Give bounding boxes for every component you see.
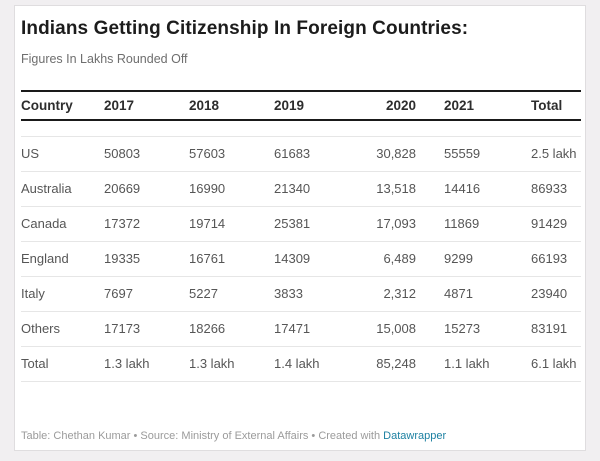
attribution-created-separator: • Created with: [308, 430, 384, 442]
table-card: Indians Getting Citizenship In Foreign C…: [14, 5, 586, 451]
header-spacer-row: [21, 120, 581, 136]
value-cell: 14416: [426, 170, 531, 206]
value-cell: 17372: [104, 205, 189, 241]
value-cell: 66193: [531, 240, 581, 276]
attribution-author: Chethan Kumar: [53, 430, 131, 442]
value-cell: 6.1 lakh: [531, 345, 581, 382]
value-cell: 85,248: [359, 345, 426, 382]
column-header: Country: [21, 90, 104, 121]
table-row: Total 1.3 lakh 1.3 lakh 1.4 lakh 85,248 1.1 l…: [21, 345, 581, 382]
chart-subtitle: Figures In Lakhs Rounded Off: [21, 52, 188, 66]
value-cell: 17173: [104, 310, 189, 346]
value-cell: 17,093: [359, 205, 426, 241]
column-header: 2021: [426, 90, 531, 121]
value-cell: 17471: [274, 310, 359, 346]
attribution: Table: Chethan Kumar • Source: Ministry …: [21, 430, 446, 442]
value-cell: 1.4 lakh: [274, 345, 359, 382]
value-cell: 4871: [426, 275, 531, 311]
value-cell: 2.5 lakh: [531, 135, 581, 171]
value-cell: 57603: [189, 135, 274, 171]
value-cell: 19714: [189, 205, 274, 241]
value-cell: 14309: [274, 240, 359, 276]
value-cell: 5227: [189, 275, 274, 311]
value-cell: 13,518: [359, 170, 426, 206]
value-cell: 1.1 lakh: [426, 345, 531, 382]
country-cell: Italy: [21, 275, 104, 311]
value-cell: 15273: [426, 310, 531, 346]
value-cell: 1.3 lakh: [189, 345, 274, 382]
table-row: Italy 7697 5227 3833 2,312 4871 23940: [21, 275, 581, 311]
value-cell: 7697: [104, 275, 189, 311]
table-row: England 19335 16761 14309 6,489 9299 66193: [21, 240, 581, 276]
value-cell: 30,828: [359, 135, 426, 171]
value-cell: 86933: [531, 170, 581, 206]
value-cell: 1.3 lakh: [104, 345, 189, 382]
value-cell: 50803: [104, 135, 189, 171]
citizenship-table: Country 2017 2018 2019 2020 2021 Total US 50803…: [21, 90, 581, 382]
country-cell: Canada: [21, 205, 104, 241]
value-cell: 15,008: [359, 310, 426, 346]
attribution-source-separator: • Source:: [130, 430, 182, 442]
chart-title: Indians Getting Citizenship In Foreign C…: [21, 18, 469, 39]
value-cell: 25381: [274, 205, 359, 241]
country-cell: Australia: [21, 170, 104, 206]
value-cell: 11869: [426, 205, 531, 241]
value-cell: 23940: [531, 275, 581, 311]
table-body: US 50803 57603 61683 30,828 55559 2.5 lakh Aust…: [21, 120, 581, 382]
value-cell: 19335: [104, 240, 189, 276]
country-cell: Others: [21, 310, 104, 346]
table-row: Others 17173 18266 17471 15,008 15273 83191: [21, 310, 581, 346]
country-cell: England: [21, 240, 104, 276]
value-cell: 83191: [531, 310, 581, 346]
value-cell: 3833: [274, 275, 359, 311]
value-cell: 18266: [189, 310, 274, 346]
table-row: US 50803 57603 61683 30,828 55559 2.5 lakh: [21, 135, 581, 171]
table-row: Canada 17372 19714 25381 17,093 11869 91429: [21, 205, 581, 241]
table-header-row: Country 2017 2018 2019 2020 2021 Total: [21, 90, 581, 121]
value-cell: 16990: [189, 170, 274, 206]
value-cell: 21340: [274, 170, 359, 206]
column-header: 2020: [359, 90, 426, 121]
column-header: 2017: [104, 90, 189, 121]
value-cell: 55559: [426, 135, 531, 171]
value-cell: 9299: [426, 240, 531, 276]
attribution-table-prefix: Table:: [21, 430, 54, 442]
country-cell: US: [21, 135, 104, 171]
card-content: Indians Getting Citizenship In Foreign C…: [15, 6, 585, 382]
value-cell: 6,489: [359, 240, 426, 276]
column-header: 2018: [189, 90, 274, 121]
column-header: 2019: [274, 90, 359, 121]
value-cell: 16761: [189, 240, 274, 276]
value-cell: 61683: [274, 135, 359, 171]
value-cell: 20669: [104, 170, 189, 206]
country-cell: Total: [21, 345, 104, 382]
value-cell: 2,312: [359, 275, 426, 311]
datawrapper-link[interactable]: Datawrapper: [383, 430, 447, 442]
value-cell: 91429: [531, 205, 581, 241]
attribution-source: Ministry of External Affairs: [181, 430, 309, 442]
table-row: Australia 20669 16990 21340 13,518 14416 86933: [21, 170, 581, 206]
column-header: Total: [531, 90, 581, 121]
